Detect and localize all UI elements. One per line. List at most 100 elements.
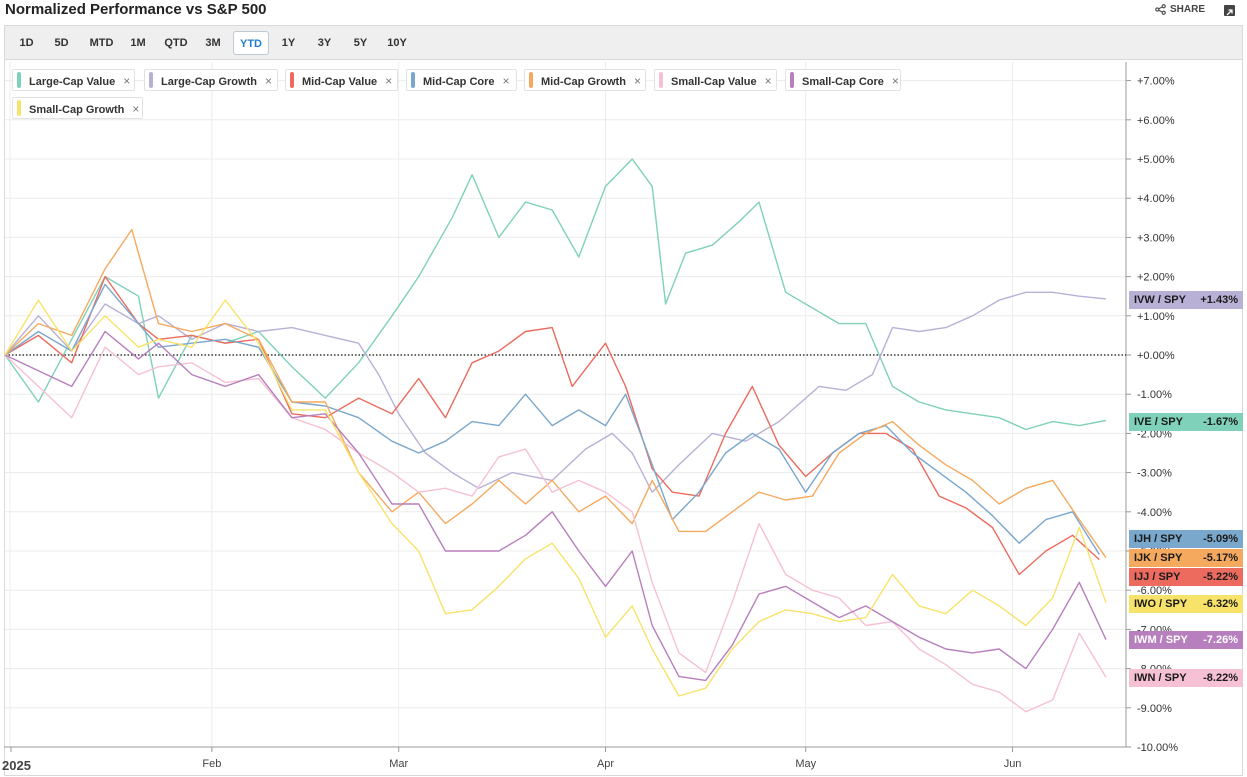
- series-ticker: IWM / SPY: [1134, 634, 1188, 646]
- legend-chip-mid-cap-growth[interactable]: Mid-Cap Growth ×: [524, 69, 646, 91]
- legend-chip-large-cap-value[interactable]: Large-Cap Value ×: [12, 69, 135, 91]
- timeframe-3m-button[interactable]: 3M: [205, 37, 221, 49]
- x-tick-label: Feb: [202, 758, 221, 770]
- series-end-label: IJH / SPY -5.09%: [1129, 530, 1243, 548]
- series-line-mid-cap-value[interactable]: [4, 275, 1100, 576]
- series-ticker: IJH / SPY: [1134, 533, 1183, 545]
- timeframe-qtd-button[interactable]: QTD: [164, 37, 188, 49]
- timeframe-ytd-button[interactable]: YTD: [233, 31, 269, 55]
- legend-label: Small-Cap Value: [671, 76, 757, 88]
- series-end-label: IJJ / SPY -5.22%: [1129, 568, 1243, 586]
- y-tick-label: -10.00%: [1137, 742, 1178, 754]
- legend-swatch: [17, 72, 21, 88]
- timeframe-5y-button[interactable]: 5Y: [353, 37, 368, 49]
- series-last-value: -5.09%: [1203, 533, 1238, 545]
- y-tick-label: +4.00%: [1137, 193, 1175, 205]
- series-ticker: IVW / SPY: [1134, 294, 1186, 306]
- legend-swatch: [529, 72, 533, 88]
- y-tick-label: +7.00%: [1137, 76, 1175, 88]
- series-last-value: -1.67%: [1203, 416, 1238, 428]
- timeframe-3y-button[interactable]: 3Y: [317, 37, 332, 49]
- series-line-large-cap-value[interactable]: [4, 158, 1107, 431]
- share-icon: [1155, 4, 1166, 15]
- remove-series-icon[interactable]: ×: [891, 74, 899, 88]
- y-tick-label: -1.00%: [1137, 389, 1172, 401]
- legend-chip-small-cap-growth[interactable]: Small-Cap Growth ×: [12, 97, 143, 119]
- series-line-mid-cap-core[interactable]: [4, 283, 1100, 555]
- legend-chip-mid-cap-core[interactable]: Mid-Cap Core ×: [406, 69, 517, 91]
- series-last-value: +1.43%: [1200, 294, 1238, 306]
- x-tick-label: Mar: [389, 758, 408, 770]
- legend-label: Mid-Cap Value: [302, 76, 378, 88]
- series-end-label: IWM / SPY -7.26%: [1129, 631, 1243, 649]
- series-end-label: IWN / SPY -8.22%: [1129, 669, 1243, 687]
- series-end-label: IJK / SPY -5.17%: [1129, 549, 1243, 567]
- legend-swatch: [149, 72, 153, 88]
- series-ticker: IWN / SPY: [1134, 672, 1187, 684]
- series-end-label: IVE / SPY -1.67%: [1129, 413, 1243, 431]
- series-end-label: IVW / SPY +1.43%: [1129, 291, 1243, 309]
- timeframe-1m-button[interactable]: 1M: [130, 37, 146, 49]
- series-line-small-cap-value[interactable]: [4, 346, 1107, 713]
- series-line-small-cap-growth[interactable]: [4, 299, 1107, 697]
- series-last-value: -8.22%: [1203, 672, 1238, 684]
- legend-chip-large-cap-growth[interactable]: Large-Cap Growth ×: [144, 69, 278, 91]
- y-tick-label: -2.00%: [1137, 428, 1172, 440]
- legend-swatch: [659, 72, 663, 88]
- timeframe-5d-button[interactable]: 5D: [54, 37, 69, 49]
- legend-label: Mid-Cap Core: [423, 76, 495, 88]
- timeframe-10y-button[interactable]: 10Y: [387, 37, 407, 49]
- legend-label: Mid-Cap Growth: [541, 76, 626, 88]
- x-tick-label: 2025: [2, 758, 31, 773]
- series-last-value: -5.22%: [1203, 571, 1238, 583]
- legend-chip-small-cap-value[interactable]: Small-Cap Value ×: [654, 69, 777, 91]
- remove-series-icon[interactable]: ×: [764, 74, 772, 88]
- y-tick-label: +5.00%: [1137, 154, 1175, 166]
- x-tick-label: May: [795, 758, 816, 770]
- page-title: Normalized Performance vs S&P 500: [5, 1, 267, 18]
- y-tick-label: +6.00%: [1137, 115, 1175, 127]
- timeframe-1d-button[interactable]: 1D: [19, 37, 34, 49]
- remove-series-icon[interactable]: ×: [502, 74, 510, 88]
- y-tick-label: +2.00%: [1137, 272, 1175, 284]
- legend-swatch: [411, 72, 415, 88]
- legend-swatch: [290, 72, 294, 88]
- remove-series-icon[interactable]: ×: [633, 74, 641, 88]
- legend-label: Large-Cap Growth: [161, 76, 257, 88]
- x-tick-label: Apr: [597, 758, 614, 770]
- series-last-value: -6.32%: [1203, 598, 1238, 610]
- y-tick-label: +0.00%: [1137, 350, 1175, 362]
- series-ticker: IWO / SPY: [1134, 598, 1188, 610]
- legend-chip-small-cap-core[interactable]: Small-Cap Core ×: [785, 69, 901, 91]
- series-line-small-cap-core[interactable]: [4, 330, 1107, 682]
- legend-swatch: [790, 72, 794, 88]
- chart-area: [4, 60, 1243, 776]
- legend-label: Small-Cap Core: [802, 76, 884, 88]
- remove-series-icon[interactable]: ×: [123, 74, 131, 88]
- legend-label: Large-Cap Value: [29, 76, 116, 88]
- remove-series-icon[interactable]: ×: [264, 74, 272, 88]
- series-line-mid-cap-growth[interactable]: [4, 228, 1107, 559]
- share-label: SHARE: [1170, 4, 1206, 15]
- y-tick-label: +1.00%: [1137, 311, 1175, 323]
- y-tick-label: -3.00%: [1137, 468, 1172, 480]
- series-ticker: IJK / SPY: [1134, 552, 1183, 564]
- series-ticker: IJJ / SPY: [1134, 571, 1181, 583]
- remove-series-icon[interactable]: ×: [132, 102, 140, 116]
- timeframe-toolbar: 1D 5D MTD 1M QTD 3M YTD 1Y 3Y 5Y 10Y: [4, 25, 1243, 60]
- remove-series-icon[interactable]: ×: [385, 74, 393, 88]
- series-ticker: IVE / SPY: [1134, 416, 1183, 428]
- x-tick-label: Jun: [1004, 758, 1022, 770]
- legend-swatch: [17, 100, 21, 116]
- y-tick-label: +3.00%: [1137, 232, 1175, 244]
- share-button[interactable]: SHARE: [1155, 4, 1205, 15]
- expand-icon[interactable]: [1224, 5, 1235, 16]
- series-line-large-cap-growth[interactable]: [4, 291, 1107, 493]
- series-end-label: IWO / SPY -6.32%: [1129, 595, 1243, 613]
- y-tick-label: -9.00%: [1137, 703, 1172, 715]
- legend-chip-mid-cap-value[interactable]: Mid-Cap Value ×: [285, 69, 398, 91]
- series-last-value: -7.26%: [1203, 634, 1238, 646]
- timeframe-mtd-button[interactable]: MTD: [89, 37, 114, 49]
- timeframe-1y-button[interactable]: 1Y: [281, 37, 296, 49]
